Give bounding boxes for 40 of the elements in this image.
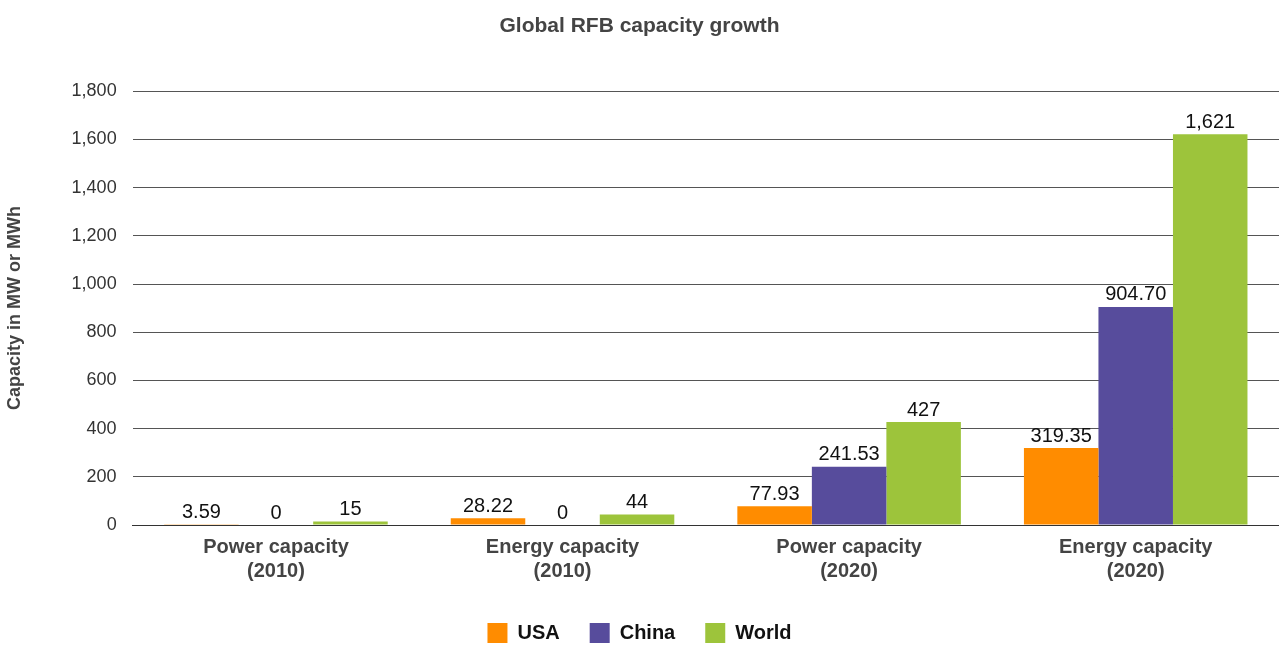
data-label: 904.70	[1105, 282, 1167, 305]
legend-label: World	[735, 620, 792, 643]
y-tick-label: 400	[86, 417, 117, 438]
bar	[313, 521, 388, 525]
legend-label: USA	[517, 620, 560, 643]
bar	[1023, 448, 1099, 525]
y-tick-label: 0	[106, 513, 117, 534]
x-tick-label: Power capacity (2020)	[776, 534, 923, 581]
bar	[811, 466, 887, 525]
bar	[450, 518, 526, 525]
x-tick-label: Energy capacity (2010)	[485, 534, 641, 581]
y-tick-label: 800	[86, 321, 117, 342]
x-tick-label: Energy capacity (2020)	[1058, 534, 1214, 581]
data-label: 44	[625, 489, 649, 512]
y-tick-label: 1,200	[71, 224, 117, 245]
data-label: 0	[270, 500, 282, 523]
data-label: 3.59	[181, 499, 221, 522]
data-label: 319.35	[1030, 423, 1092, 446]
data-label: 15	[339, 496, 362, 519]
y-tick-label: 200	[86, 465, 117, 486]
y-tick-label: 1,600	[71, 128, 117, 149]
data-label: 427	[906, 397, 941, 420]
bar	[886, 422, 961, 525]
bar	[599, 514, 675, 525]
y-tick-label: 1,400	[71, 176, 117, 197]
chart-title: Global RFB capacity growth	[499, 13, 780, 37]
bar	[1098, 306, 1173, 525]
y-tick-label: 1,000	[71, 272, 117, 293]
y-axis-title: Capacity in MW or MWh	[3, 206, 24, 411]
bar	[1172, 134, 1248, 525]
data-label: 0	[556, 500, 569, 523]
legend-label: China	[619, 620, 677, 643]
data-label: 28.22	[462, 493, 514, 516]
data-label: 1,621	[1185, 109, 1236, 132]
data-label: 241.53	[818, 442, 880, 465]
x-tick-label: Power capacity (2010)	[203, 534, 350, 581]
data-label: 77.93	[749, 481, 800, 504]
y-tick-label: 1,800	[71, 80, 117, 101]
y-tick-label: 600	[86, 369, 117, 390]
bar	[737, 506, 812, 525]
